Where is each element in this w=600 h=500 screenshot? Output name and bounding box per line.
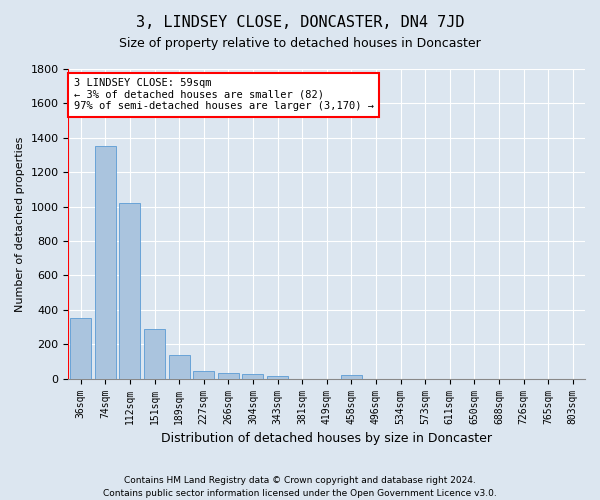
Bar bbox=[70, 318, 91, 378]
Bar bbox=[193, 371, 214, 378]
Text: 3 LINDSEY CLOSE: 59sqm
← 3% of detached houses are smaller (82)
97% of semi-deta: 3 LINDSEY CLOSE: 59sqm ← 3% of detached … bbox=[74, 78, 374, 112]
Bar bbox=[218, 372, 239, 378]
Text: Contains HM Land Registry data © Crown copyright and database right 2024.
Contai: Contains HM Land Registry data © Crown c… bbox=[103, 476, 497, 498]
Bar bbox=[95, 146, 116, 378]
Bar bbox=[242, 374, 263, 378]
X-axis label: Distribution of detached houses by size in Doncaster: Distribution of detached houses by size … bbox=[161, 432, 492, 445]
Bar bbox=[119, 203, 140, 378]
Y-axis label: Number of detached properties: Number of detached properties bbox=[15, 136, 25, 312]
Text: 3, LINDSEY CLOSE, DONCASTER, DN4 7JD: 3, LINDSEY CLOSE, DONCASTER, DN4 7JD bbox=[136, 15, 464, 30]
Bar bbox=[169, 356, 190, 378]
Bar bbox=[144, 329, 165, 378]
Bar bbox=[267, 376, 288, 378]
Text: Size of property relative to detached houses in Doncaster: Size of property relative to detached ho… bbox=[119, 38, 481, 51]
Bar bbox=[341, 376, 362, 378]
